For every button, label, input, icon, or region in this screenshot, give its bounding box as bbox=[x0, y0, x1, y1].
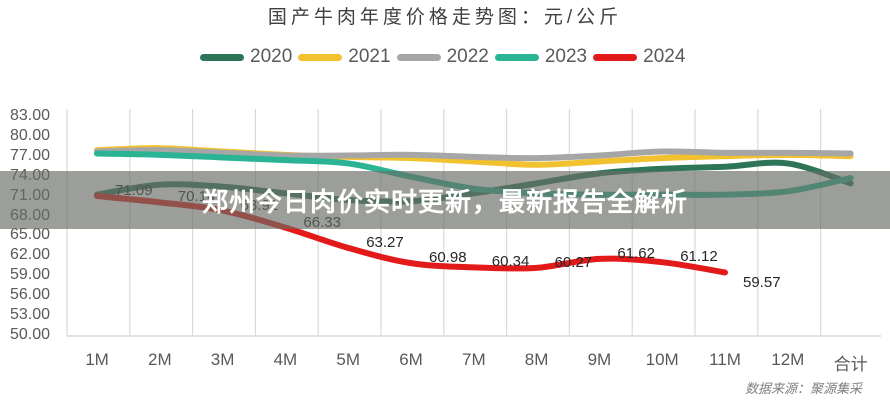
x-tick-label: 7M bbox=[461, 350, 486, 369]
x-tick-label: 4M bbox=[273, 350, 298, 369]
legend-label: 2020 bbox=[250, 46, 293, 67]
data-label: 61.62 bbox=[617, 244, 655, 262]
data-label: 61.12 bbox=[680, 248, 718, 266]
x-tick-label: 3M bbox=[210, 350, 235, 369]
x-tick-label: 合计 bbox=[833, 355, 868, 374]
data-source-note: 数据来源：聚源集采 bbox=[744, 381, 862, 396]
headline-text: 郑州今日肉价实时更新，最新报告全解析 bbox=[201, 187, 688, 217]
y-tick-label: 77.00 bbox=[10, 146, 51, 164]
legend-label: 2023 bbox=[544, 46, 588, 67]
data-label: 60.34 bbox=[491, 253, 530, 271]
data-label: 63.27 bbox=[366, 233, 404, 251]
chart-legend: 2020 2021 2022 2023 2024 bbox=[200, 46, 691, 68]
y-tick-label: 80.00 bbox=[10, 126, 51, 144]
y-tick-label: 56.00 bbox=[10, 286, 51, 304]
x-tick-label: 12M bbox=[771, 350, 805, 369]
y-tick-label: 53.00 bbox=[10, 306, 51, 324]
y-tick-label: 59.00 bbox=[10, 266, 51, 284]
y-tick-label: 83.00 bbox=[10, 107, 51, 124]
x-tick-label: 9M bbox=[587, 350, 612, 369]
legend-swatch-2022 bbox=[396, 53, 441, 61]
series-line-2022 bbox=[94, 147, 854, 162]
legend-swatch-2020 bbox=[200, 53, 244, 61]
x-tick-label: 1M bbox=[85, 350, 109, 369]
data-label: 60.98 bbox=[429, 249, 467, 267]
y-tick-label: 50.00 bbox=[10, 326, 51, 343]
y-tick-label: 62.00 bbox=[10, 246, 51, 264]
x-tick-label: 10M bbox=[645, 350, 679, 369]
legend-item-2022: 2022 bbox=[396, 46, 489, 68]
headline-banner bbox=[0, 171, 890, 229]
data-label: 59.57 bbox=[743, 274, 781, 292]
legend-item-2020: 2020 bbox=[200, 46, 292, 68]
legend-swatch-2021 bbox=[298, 53, 343, 61]
x-tick-label: 8M bbox=[524, 350, 549, 369]
y-tick-label: 65.00 bbox=[10, 226, 51, 244]
data-label: 60.27 bbox=[554, 253, 593, 271]
legend-label: 2021 bbox=[348, 46, 391, 67]
legend-label: 2022 bbox=[446, 46, 489, 67]
legend-item-2024: 2024 bbox=[593, 46, 685, 68]
x-tick-label: 5M bbox=[336, 350, 360, 369]
legend-swatch-2024 bbox=[593, 53, 638, 61]
legend-item-2021: 2021 bbox=[298, 46, 391, 68]
x-tick-label: 11M bbox=[709, 350, 741, 369]
legend-swatch-2023 bbox=[494, 53, 539, 61]
legend-item-2023: 2023 bbox=[494, 46, 588, 68]
x-tick-label: 6M bbox=[399, 350, 423, 369]
legend-label: 2024 bbox=[643, 46, 686, 67]
x-tick-label: 2M bbox=[147, 350, 172, 369]
chart-title: 国产牛肉年度价格走势图：元/公斤 bbox=[267, 7, 623, 28]
